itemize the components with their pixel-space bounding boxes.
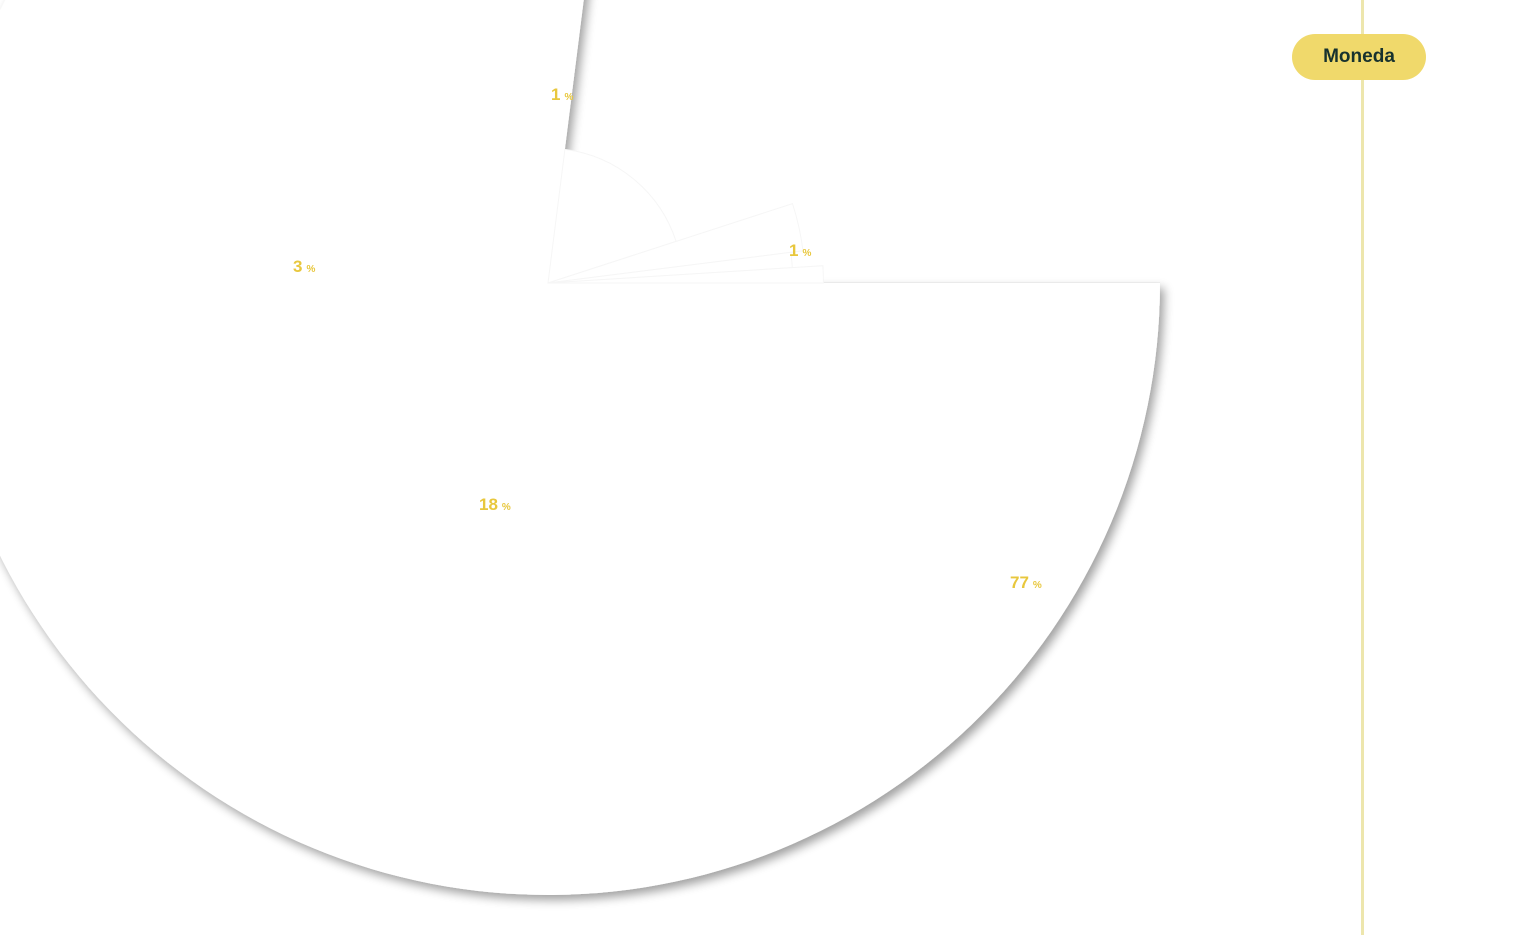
data-label-3: 3% [293, 257, 315, 276]
data-label-1: 77% [1010, 573, 1042, 592]
data-label-4: 1% [551, 85, 573, 104]
data-labels: 77 % 18 % 3 % 1 % 1% [293, 85, 1042, 592]
timeline-rail [1361, 0, 1364, 935]
data-label-5: 1% [789, 241, 811, 260]
pie-slice-5[interactable] [547, 265, 824, 284]
data-label-2: 18% [479, 495, 511, 514]
pie-slice-3[interactable] [547, 202, 804, 284]
pie-slice-1[interactable] [0, 0, 1160, 895]
currency-toggle-button[interactable]: Moneda [1292, 34, 1426, 80]
pie-slices [0, 0, 1160, 895]
pie-slice-2[interactable] [547, 148, 677, 284]
